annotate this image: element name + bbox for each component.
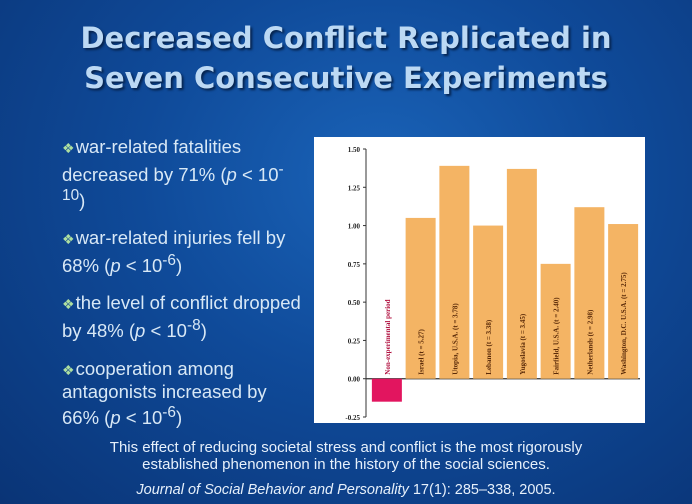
y-tick-label: 1.00 xyxy=(348,223,361,231)
bar xyxy=(371,378,402,402)
bullet-close: ) xyxy=(176,406,183,428)
bar xyxy=(540,263,571,379)
bullet-marker-icon: ❖ xyxy=(62,361,75,378)
bullet-text: the level of conflict dropped by 48% ( xyxy=(62,292,301,342)
y-tick-label: 0.75 xyxy=(348,261,361,269)
footer-line-2: established phenomenon in the history of… xyxy=(142,456,550,473)
bar-category-label: Non-experimental period xyxy=(384,299,392,374)
bar-category-label: Washington, D.C. U.S.A. (t = 2.75) xyxy=(620,272,628,375)
bullet-exponent: -6 xyxy=(162,403,176,421)
bullet-marker-icon: ❖ xyxy=(62,296,75,313)
bullet-fatalities: ❖war-related fatalities decreased by 71%… xyxy=(62,136,302,211)
citation: Journal of Social Behavior and Personali… xyxy=(0,482,692,498)
chart-panel: 1.50 1.25 1.00 0.75 0.50 0.25 0.00 -0.25 Non-exp… xyxy=(314,137,645,423)
title-line-2: Seven Consecutive Experiments xyxy=(84,61,608,95)
y-tick-label: 1.50 xyxy=(348,146,361,154)
bar-category-label: Netherlands (t = 2.98) xyxy=(586,309,594,375)
bullet-injuries: ❖war-related injuries fell by 68% (p < 1… xyxy=(62,227,302,276)
p-symbol: p xyxy=(110,406,121,428)
bar xyxy=(506,168,537,379)
bullet-list: ❖war-related fatalities decreased by 71%… xyxy=(62,136,302,444)
bullet-cooperation: ❖cooperation among antagonists increased… xyxy=(62,358,302,428)
bullet-relation: < 10 xyxy=(120,255,163,277)
title-line-1: Decreased Conflict Replicated in xyxy=(80,21,612,55)
y-tick-label: 1.25 xyxy=(348,184,361,192)
bar xyxy=(574,207,605,379)
bar-category-label: Fairfield, U.S.A. (t = 2.40) xyxy=(553,297,561,375)
bullet-exponent: -6 xyxy=(162,252,176,270)
slide-title: Decreased Conflict Replicated in Seven C… xyxy=(0,18,692,98)
bullet-conflict: ❖the level of conflict dropped by 48% (p… xyxy=(62,292,302,341)
y-tick-label: 0.00 xyxy=(348,376,361,384)
bullet-close: ) xyxy=(79,190,86,212)
bullet-close: ) xyxy=(200,320,207,342)
bullet-close: ) xyxy=(176,255,183,277)
bullet-relation: < 10 xyxy=(145,320,187,342)
y-tick-label: 0.50 xyxy=(348,299,361,307)
bullet-marker-icon: ❖ xyxy=(62,140,75,156)
bullet-marker-icon: ❖ xyxy=(62,231,75,248)
bar xyxy=(439,165,470,379)
citation-details: 17(1): 285–338, 2005. xyxy=(408,482,556,498)
bullet-text: war-related injuries fell by 68% ( xyxy=(62,227,286,277)
bullet-exponent: -10 xyxy=(62,161,284,205)
bullet-relation: < 10 xyxy=(120,406,163,428)
bullet-relation: < 10 xyxy=(236,164,279,186)
bar xyxy=(473,225,504,379)
y-tick-label: 0.25 xyxy=(348,337,361,345)
bar xyxy=(608,224,639,379)
bullet-text: war-related fatalities decreased by 71% … xyxy=(62,136,242,186)
bullet-text: cooperation among antagonists increased … xyxy=(62,357,267,428)
footer-line-1: This effect of reducing societal stress … xyxy=(109,439,583,456)
footer-statement: This effect of reducing societal stress … xyxy=(0,439,692,473)
bar-category-label: Lebanon (t = 3.38) xyxy=(485,319,493,375)
bar-category-label: Utopia, U.S.A. (t = 3.78) xyxy=(451,303,459,375)
p-symbol: p xyxy=(226,164,237,186)
bar xyxy=(405,217,436,379)
bar-chart: 1.50 1.25 1.00 0.75 0.50 0.25 0.00 -0.25 Non-exp… xyxy=(345,146,640,422)
citation-journal: Journal of Social Behavior and Personali… xyxy=(136,482,409,498)
bar-category-label: Yugoslavia (t = 3.45) xyxy=(519,313,527,375)
y-tick-label: -0.25 xyxy=(345,414,360,422)
p-symbol: p xyxy=(135,320,146,342)
bar-category-label: Israel (t = 5.27) xyxy=(418,328,426,374)
bullet-exponent: -8 xyxy=(186,317,201,335)
p-symbol: p xyxy=(110,255,121,277)
